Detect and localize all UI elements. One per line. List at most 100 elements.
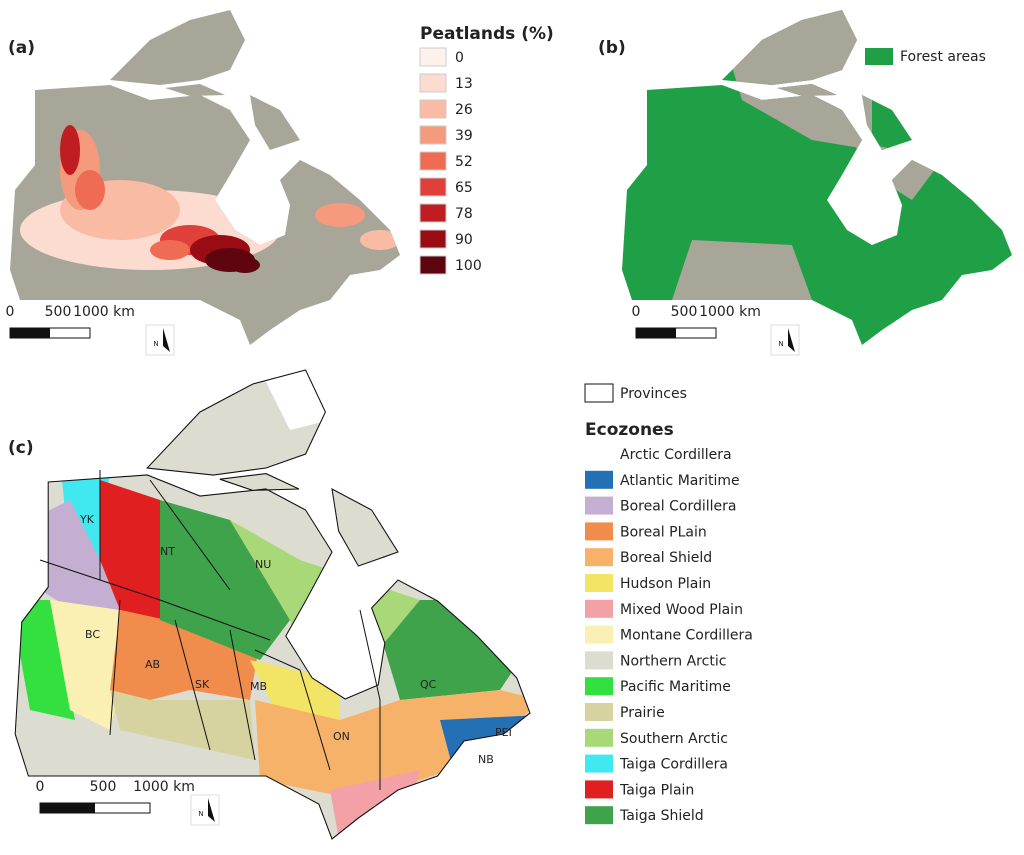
peat-patch — [230, 257, 260, 273]
scale-label: 1000 km — [73, 304, 135, 320]
legend-label: Forest areas — [900, 49, 986, 65]
north-label: N — [198, 810, 203, 818]
legend-label: Boreal PLain — [620, 524, 707, 540]
legend-swatch — [585, 599, 613, 618]
province-label: YK — [79, 513, 95, 526]
legend-swatch — [419, 229, 447, 249]
legend-label: Mixed Wood Plain — [620, 602, 743, 618]
legend-label: Pacific Maritime — [620, 679, 731, 695]
legend-label: 65 — [455, 180, 473, 196]
legend-swatch — [585, 548, 613, 567]
legend-swatch — [419, 47, 447, 67]
legend-label: Prairie — [620, 705, 665, 721]
ecozone — [110, 690, 255, 760]
peat-patch — [150, 240, 190, 260]
legend-swatch — [585, 522, 613, 541]
legend-swatch — [419, 125, 447, 145]
ecozone — [160, 500, 290, 660]
legend-label: Atlantic Maritime — [620, 473, 740, 489]
peat-patch — [60, 125, 80, 175]
legend-label: Arctic Cordillera — [620, 447, 732, 463]
north-arrow — [163, 328, 170, 352]
ecozone — [30, 500, 120, 620]
legend-label: Taiga Cordillera — [619, 757, 728, 773]
province-label: ON — [333, 730, 350, 743]
legend-swatch — [865, 48, 893, 65]
scale-bar — [636, 328, 676, 338]
ecozone — [255, 690, 530, 800]
legend-label: 78 — [455, 206, 473, 222]
legend-swatch — [419, 99, 447, 119]
legend-swatch — [585, 728, 613, 747]
legend-swatch — [585, 625, 613, 644]
legend-title: Ecozones — [585, 420, 674, 440]
legend-swatch — [585, 677, 613, 696]
legend-label: 100 — [455, 258, 482, 274]
legend-swatch — [585, 574, 613, 592]
scale-bar — [10, 328, 50, 338]
prairie — [672, 240, 812, 300]
province-label: SK — [195, 678, 210, 691]
panel-label: (a) — [8, 38, 35, 58]
legend-swatch — [585, 496, 613, 515]
panel-label: (c) — [8, 438, 34, 458]
legend-swatch — [585, 470, 613, 489]
north-label: N — [153, 340, 158, 348]
north-box — [190, 794, 220, 826]
legend-label: Montane Cordillera — [620, 628, 753, 644]
north-arrow — [788, 328, 795, 352]
legend-swatch — [419, 73, 447, 93]
legend-swatch — [419, 151, 447, 171]
legend-label: Northern Arctic — [620, 653, 726, 669]
scale-bar — [40, 803, 95, 813]
north-label: N — [778, 340, 783, 348]
legend-label: 0 — [455, 50, 464, 66]
legend-label: 39 — [455, 128, 473, 144]
legend-label: 90 — [455, 232, 473, 248]
legend-swatch — [585, 754, 613, 773]
province-label: MB — [250, 680, 267, 693]
scale-label: 500 — [90, 779, 117, 795]
peat-patch — [75, 170, 105, 210]
ecozone — [370, 600, 520, 700]
north-box — [145, 324, 175, 356]
legend-label: 13 — [455, 76, 473, 92]
legend-label: Boreal Shield — [620, 550, 712, 566]
province-label: NB — [478, 753, 494, 766]
peat-patch — [315, 203, 365, 227]
legend-label: 26 — [455, 102, 473, 118]
province-label: NT — [160, 545, 175, 558]
legend-swatch — [585, 806, 613, 825]
north-arrow — [208, 798, 215, 822]
legend-label: Taiga Shield — [619, 808, 704, 824]
legend-swatch — [585, 703, 613, 721]
province-label: NU — [255, 558, 271, 571]
legend-swatch — [585, 651, 613, 670]
province-label: QC — [420, 678, 437, 691]
province-label: AB — [145, 658, 160, 671]
scale-label: 1000 km — [133, 779, 195, 795]
legend-swatch — [419, 255, 447, 275]
legend-label: 52 — [455, 154, 473, 170]
legend-swatch — [419, 203, 447, 223]
legend: Arctic Cordillera Atlantic Maritime Boreal… — [585, 447, 753, 825]
legend-label: Boreal Cordillera — [620, 499, 737, 515]
scale-label: 500 — [45, 304, 72, 320]
province-label: PEI — [495, 726, 512, 739]
ecozone — [50, 600, 130, 730]
panel-label: (b) — [598, 38, 626, 58]
scale-label: 0 — [632, 304, 641, 320]
legend-label: Taiga Plain — [619, 782, 694, 798]
legend-swatch — [585, 780, 613, 799]
province-label: BC — [85, 628, 100, 641]
scale-label: 0 — [6, 304, 15, 320]
legend-label: Hudson Plain — [620, 576, 711, 592]
legend-label: Provinces — [620, 386, 687, 402]
scale-label: 0 — [36, 779, 45, 795]
legend-swatch — [419, 177, 447, 197]
scale-label: 1000 km — [699, 304, 761, 320]
province-labels: YK NT NU BC AB SK MB ON QC NB PEI — [79, 513, 512, 766]
peat-patch — [360, 230, 400, 250]
legend-title: Peatlands (%) — [420, 24, 554, 44]
